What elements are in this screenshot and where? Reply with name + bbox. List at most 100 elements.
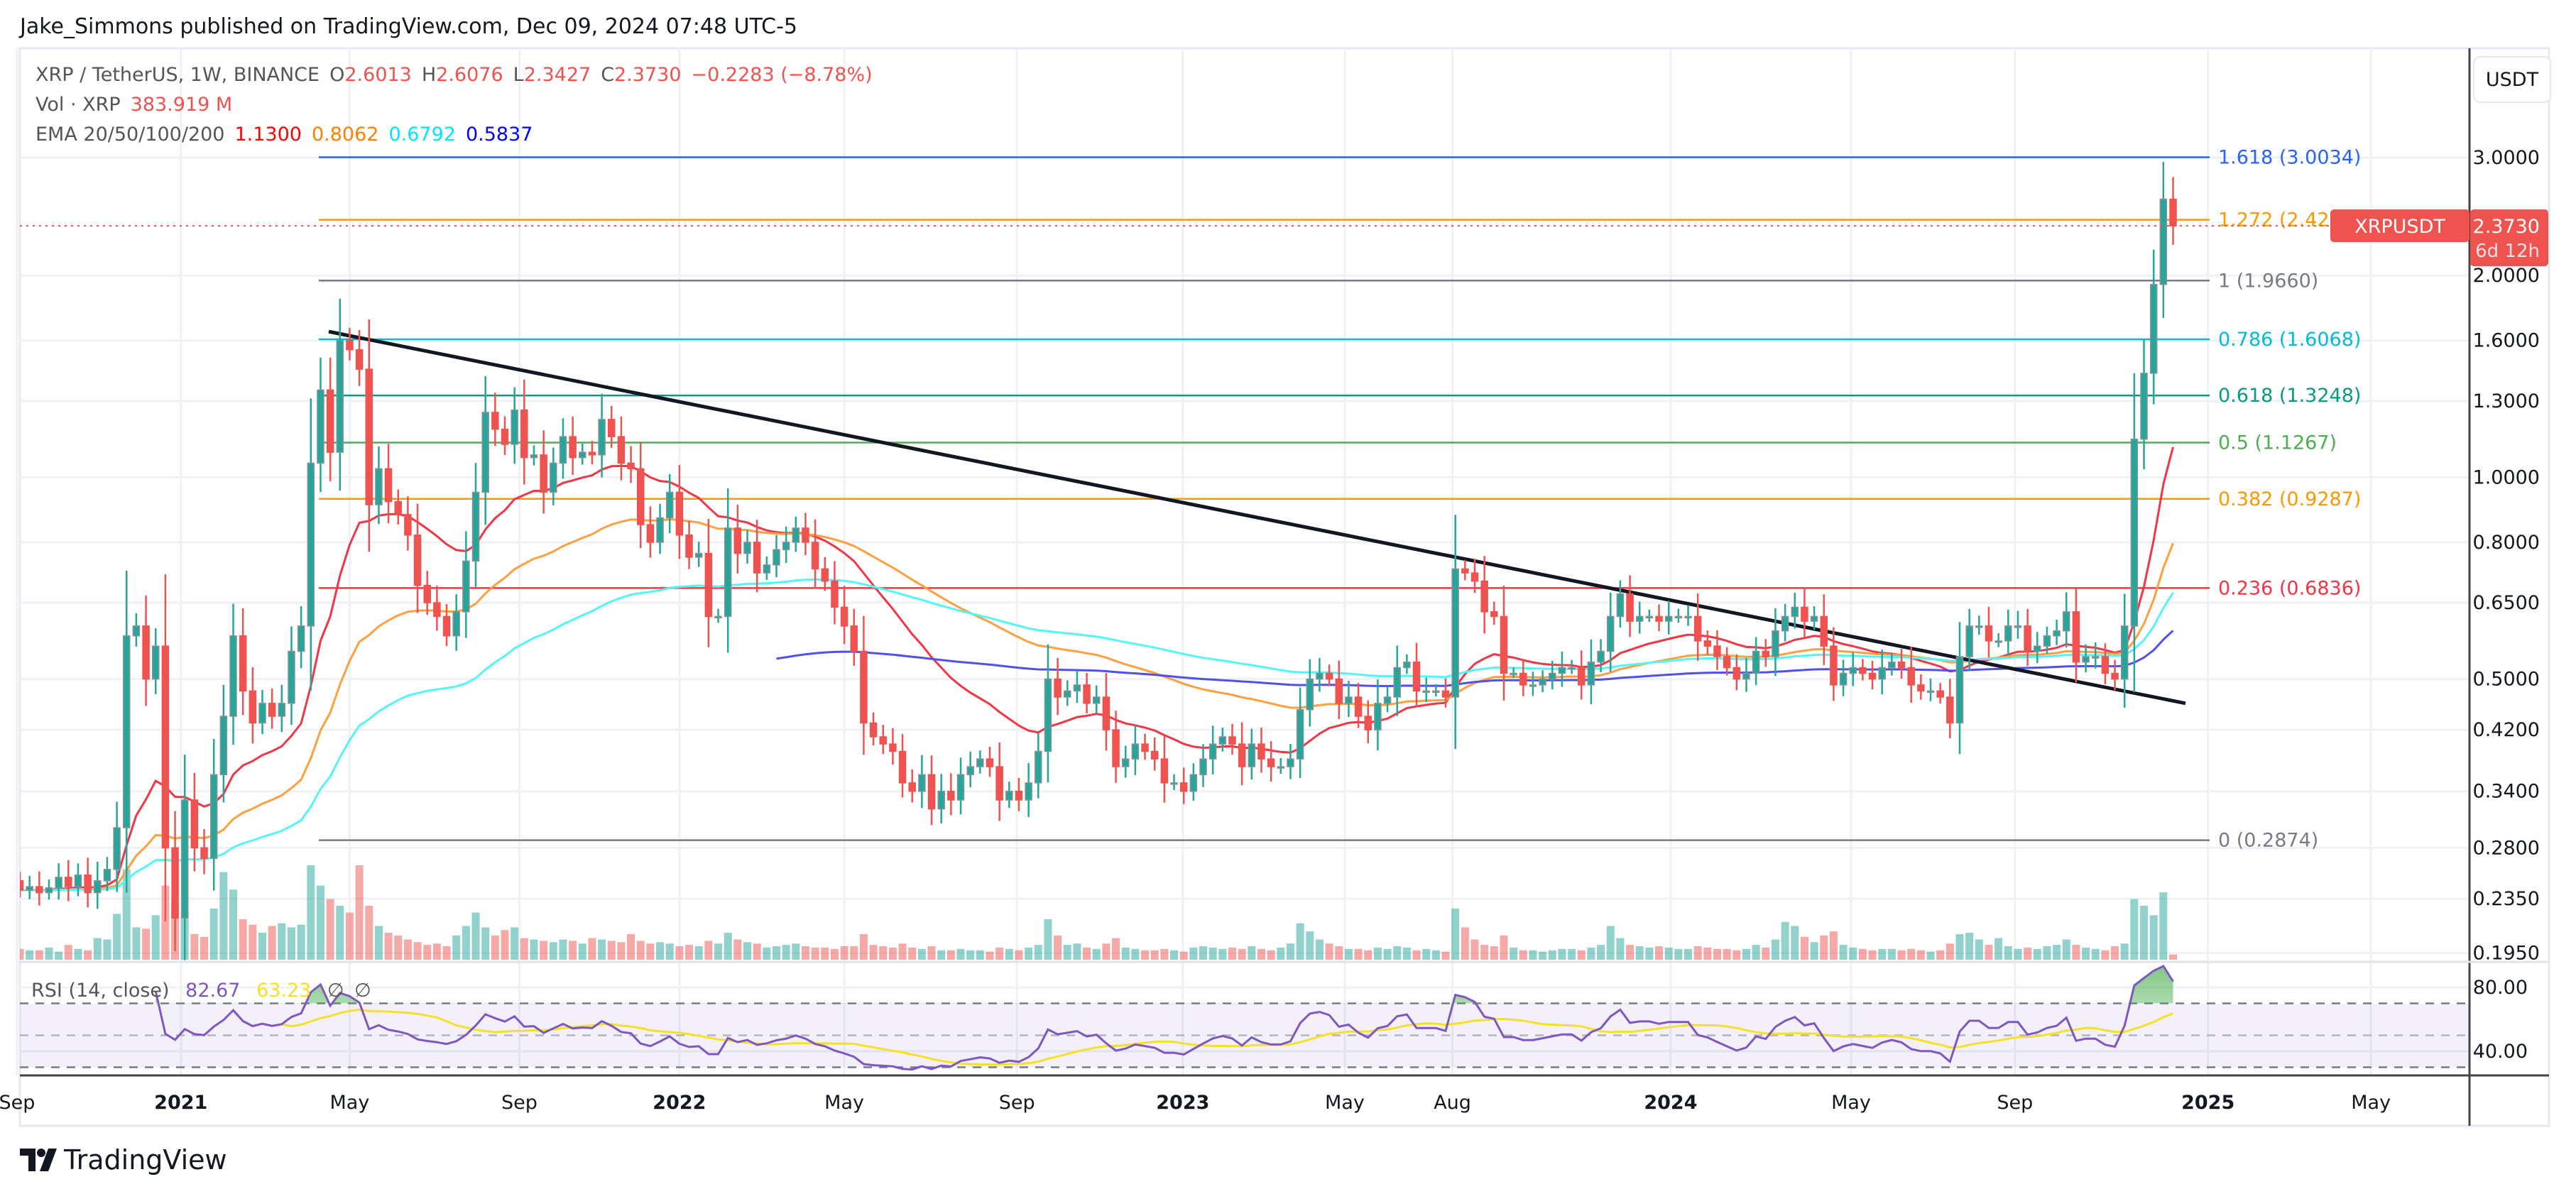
rsi-line: [154, 964, 2174, 1071]
candle: [404, 496, 412, 551]
fib-label: 0.786 (1.6068): [2218, 329, 2361, 351]
candle: [1955, 622, 1964, 755]
candle: [278, 684, 286, 733]
candle: [1179, 767, 1188, 804]
fibonacci-levels[interactable]: 1.618 (3.0034)1.272 (2.4226)1 (1.9660)0.…: [319, 147, 2361, 852]
candle-body: [2072, 611, 2080, 663]
candle: [2004, 609, 2012, 655]
volume-bar: [1645, 947, 1654, 960]
volume-bar: [850, 946, 858, 960]
candle: [627, 446, 635, 483]
volume-bar: [307, 865, 315, 960]
volume-bar: [665, 943, 674, 960]
candle-body: [840, 606, 848, 627]
candle: [491, 393, 499, 446]
volume-bar: [617, 942, 626, 960]
volume-bar: [859, 933, 868, 960]
volume-bar: [1616, 938, 1625, 960]
volume-bar: [830, 948, 839, 960]
volume-bar: [1693, 946, 1702, 960]
volume-bar: [840, 946, 848, 960]
tradingview-logo[interactable]: TradingView: [20, 1144, 227, 1176]
trendline[interactable]: [328, 329, 2186, 706]
currency-button[interactable]: USDT: [2473, 56, 2551, 103]
candle: [1015, 777, 1023, 811]
volume-bar: [1965, 933, 1974, 960]
volume-bar: [1461, 927, 1469, 960]
candle: [1325, 664, 1333, 686]
volume-bar: [1344, 948, 1353, 960]
candle-body: [898, 750, 907, 784]
price-tick: 0.5000: [2473, 669, 2540, 691]
volume-bar: [1887, 948, 1896, 960]
candle: [161, 574, 170, 922]
volume-bar: [869, 945, 878, 960]
candle: [219, 684, 228, 803]
ema-legend: EMA 20/50/100/200 1.1300 0.8062 0.6792 0.583…: [36, 124, 542, 146]
volume-bar: [1926, 951, 1935, 960]
ema200-line: [776, 630, 2174, 688]
change-value: −0.2283 (−8.78%): [691, 64, 873, 86]
candle-body: [714, 615, 722, 619]
volume-bar: [956, 948, 965, 960]
volume-bar: [1732, 950, 1741, 960]
candle-body: [792, 527, 800, 543]
candle-body: [1189, 774, 1198, 792]
time-label: 2022: [653, 1092, 706, 1114]
open-label: O: [329, 64, 345, 86]
candle-body: [986, 758, 994, 767]
candle: [2149, 249, 2158, 405]
volume-label[interactable]: Vol · XRP: [36, 94, 121, 116]
volume-bar: [1994, 938, 2003, 960]
candle-body: [45, 887, 53, 894]
candle-body: [84, 874, 92, 894]
candle: [995, 742, 1003, 821]
candle-body: [2024, 625, 2031, 652]
candle: [1926, 678, 1935, 701]
candle: [1801, 587, 1808, 638]
candle-body: [675, 491, 684, 536]
candle: [1170, 774, 1178, 790]
volume-bar: [1150, 950, 1159, 960]
candle-body: [1412, 661, 1421, 692]
candle-body: [481, 412, 489, 493]
candle: [1345, 681, 1353, 718]
candle-body: [656, 517, 664, 543]
volume-bar: [1635, 946, 1644, 960]
candle-body: [569, 436, 577, 459]
candle: [74, 863, 82, 897]
volume-bar: [2053, 945, 2061, 960]
price-axis[interactable]: 3.0000 2.0000 1.6000 1.3000 1.0000 0.8000 0.65…: [2473, 147, 2540, 1063]
candle: [1150, 737, 1159, 771]
candle: [471, 463, 480, 587]
candle: [2120, 593, 2129, 708]
candle-body: [501, 428, 509, 445]
volume-bar: [1985, 945, 1993, 960]
candle-body: [336, 339, 344, 453]
candle: [1781, 603, 1789, 642]
volume-bar: [559, 939, 567, 960]
candle-body: [1606, 615, 1615, 652]
candle-body: [1587, 661, 1595, 686]
candle-body: [802, 527, 809, 543]
volume-bar: [1752, 945, 1760, 960]
volume-bar: [1723, 948, 1731, 960]
volume-bar: [384, 933, 393, 960]
candle: [520, 379, 528, 485]
symbol-title[interactable]: XRP / TetherUS, 1W, BINANCE: [36, 64, 320, 86]
candle: [249, 667, 257, 744]
volume-bar: [74, 948, 82, 960]
ema-label[interactable]: EMA 20/50/100/200: [36, 124, 225, 146]
candle: [200, 829, 208, 875]
candle-body: [268, 703, 276, 717]
volume-bar: [511, 927, 519, 960]
time-axis[interactable]: Sep 2021 May Sep 2022 May Sep 2023 May Aug 2024 May…: [0, 1092, 2391, 1114]
candle-body: [1946, 696, 1954, 724]
candle: [1868, 661, 1877, 690]
candle-body: [200, 847, 208, 860]
candle: [2091, 642, 2100, 669]
candle: [1354, 683, 1363, 728]
rsi-tick: 80.00: [2473, 977, 2528, 999]
volume-bar: [1315, 939, 1324, 960]
